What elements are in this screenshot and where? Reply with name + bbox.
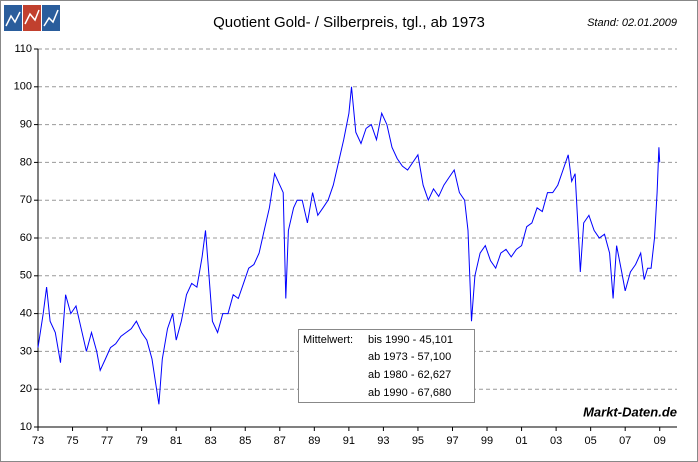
y-tick-label: 80: [20, 156, 32, 168]
annotation-box: Mittelwert: bis 1990 - 45,101 ab 1973 - …: [298, 329, 475, 403]
logo: [4, 5, 60, 31]
y-tick-label: 20: [20, 383, 32, 395]
y-tick-label: 110: [14, 43, 32, 55]
date-stamp: Stand: 02.01.2009: [587, 17, 677, 29]
x-tick-label: 03: [550, 435, 562, 447]
x-tick-label: 81: [170, 435, 182, 447]
annotation-label: Mittelwert:: [303, 334, 353, 346]
y-tick-label: 100: [14, 81, 32, 93]
x-tick-label: 77: [101, 435, 113, 447]
x-tick-label: 95: [412, 435, 424, 447]
x-tick-label: 83: [205, 435, 217, 447]
x-tick-label: 97: [446, 435, 458, 447]
chart-title: Quotient Gold- / Silberpreis, tgl., ab 1…: [213, 14, 485, 31]
y-tick-label: 30: [20, 345, 32, 357]
y-tick-label: 90: [20, 119, 32, 131]
x-tick-label: 85: [239, 435, 251, 447]
x-tick-label: 87: [274, 435, 286, 447]
annotation-line: ab 1990 - 67,680: [368, 387, 451, 399]
plot-area: 10 20 30 40 50 60 70 80 90 100 110 73 75 77 79 81 83 85 87…: [14, 43, 677, 447]
y-tick-label: 40: [20, 308, 32, 320]
x-tick-label: 05: [585, 435, 597, 447]
x-tick-label: 73: [32, 435, 44, 447]
y-tick-label: 10: [20, 421, 32, 433]
annotation-line: ab 1973 - 57,100: [368, 351, 451, 363]
y-tick-label: 60: [20, 232, 32, 244]
annotation-frame: [298, 329, 475, 403]
x-tick-label: 99: [481, 435, 493, 447]
annotation-line: ab 1980 - 62,627: [368, 369, 451, 381]
y-tick-label: 50: [20, 270, 32, 282]
x-tick-label: 93: [377, 435, 389, 447]
data-line: [37, 86, 661, 405]
x-tick-label: 09: [654, 435, 666, 447]
x-tick-label: 79: [135, 435, 147, 447]
x-tick-label: 89: [308, 435, 320, 447]
y-tick-label: 70: [20, 194, 32, 206]
annotation-line: bis 1990 - 45,101: [368, 334, 453, 346]
x-tick-label: 75: [66, 435, 78, 447]
x-tick-label: 07: [619, 435, 631, 447]
x-tick-label: 91: [343, 435, 355, 447]
source: Markt-Daten.de: [583, 404, 677, 419]
x-tick-label: 01: [515, 435, 527, 447]
